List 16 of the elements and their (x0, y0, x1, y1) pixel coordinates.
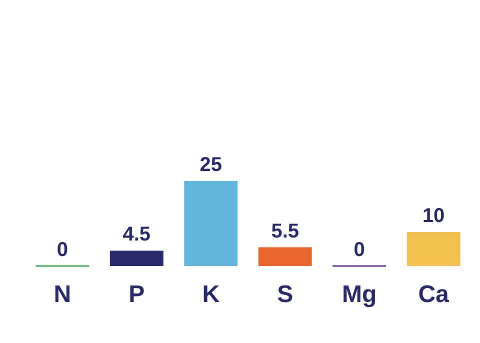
data-label: 10 (422, 205, 445, 227)
data-label: 0 (354, 239, 365, 261)
data-label: 5.5 (271, 220, 300, 242)
x-tick-label: Ca (418, 281, 450, 308)
x-tick-label: K (202, 281, 220, 308)
x-tick-label: Mg (342, 281, 377, 308)
bar (258, 247, 312, 266)
bar (406, 232, 460, 266)
data-label: 0 (56, 239, 68, 261)
x-tick-label: S (277, 281, 294, 308)
data-label: 25 (200, 154, 222, 176)
bar (184, 181, 238, 266)
bar (110, 250, 164, 266)
data-label: 4.5 (122, 224, 151, 246)
x-tick-label: P (128, 281, 145, 308)
x-tick-label: N (54, 281, 72, 308)
